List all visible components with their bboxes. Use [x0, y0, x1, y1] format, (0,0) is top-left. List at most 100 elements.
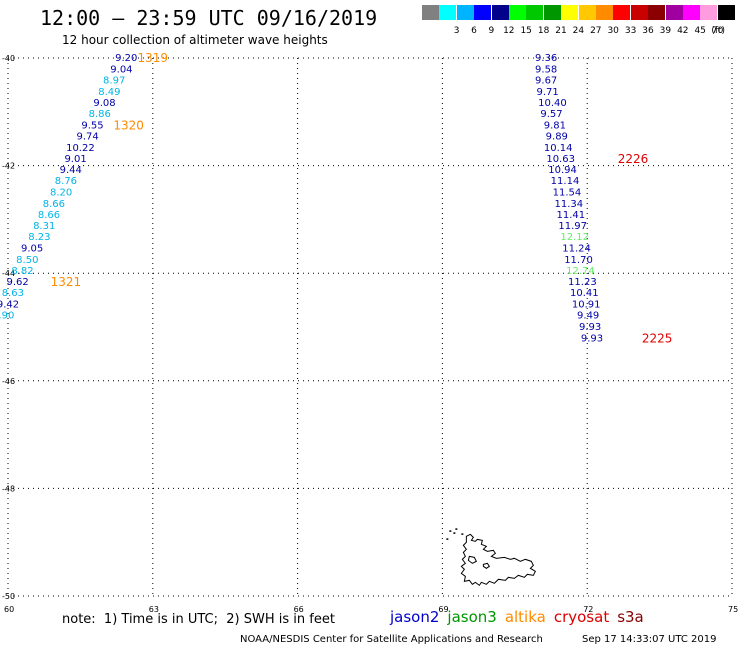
- legend-label: 36: [642, 26, 654, 36]
- legend-swatch: [422, 5, 439, 20]
- latitude-label: -40: [2, 54, 15, 63]
- latitude-label: -42: [2, 162, 15, 171]
- latitude-label: -48: [2, 484, 15, 493]
- wave-height-reading: 8.63: [2, 288, 24, 299]
- wave-height-reading: 9.57: [540, 109, 562, 120]
- legend-swatch: [543, 5, 561, 20]
- wave-height-reading: 9.20: [115, 53, 137, 64]
- islet: [446, 538, 449, 540]
- wave-height-reading: 11.54: [553, 188, 582, 199]
- legend-label: 27: [590, 26, 602, 36]
- islet: [461, 533, 464, 535]
- islet: [449, 530, 452, 532]
- legend-swatch: [630, 5, 648, 20]
- legend-swatch: [683, 5, 700, 20]
- wave-height-reading: 9.81: [544, 120, 566, 131]
- pass-time-label: 2226: [618, 152, 649, 166]
- legend-swatch: [456, 5, 474, 20]
- wave-height-reading: 9.49: [577, 311, 599, 322]
- island-coastline: [467, 555, 478, 564]
- legend-label: 9: [488, 26, 495, 36]
- legend-label: 42: [677, 26, 689, 36]
- island-coastline: [482, 562, 491, 569]
- islet: [455, 528, 458, 530]
- legend-label: 6: [471, 26, 477, 36]
- wave-height-reading: 8.31: [33, 221, 55, 232]
- wave-height-reading: 9.04: [110, 64, 132, 75]
- wave-height-reading: 11.34: [555, 199, 584, 210]
- map-subtitle: 12 hour collection of altimeter wave hei…: [62, 33, 328, 47]
- wave-height-reading: 9.01: [64, 154, 86, 165]
- wave-height-reading: 11.14: [551, 176, 580, 187]
- legend-swatch: [596, 5, 613, 20]
- islet: [453, 532, 456, 534]
- wave-height-reading: 11.24: [562, 243, 591, 254]
- latitude-label: -46: [2, 377, 15, 386]
- pass-time-label: 1319: [138, 51, 169, 65]
- longitude-label: 75: [728, 605, 738, 614]
- wave-height-reading: 11.97: [558, 221, 587, 232]
- wave-height-reading: 12.12: [560, 232, 589, 243]
- legend-swatch: [474, 5, 492, 20]
- wave-height-reading: 8.97: [103, 76, 125, 87]
- pass-time-label: 1321: [51, 275, 82, 289]
- legend-swatch: [526, 5, 544, 20]
- wave-height-reading: 8.76: [55, 176, 77, 187]
- wave-height-reading: 9.55: [81, 120, 103, 131]
- wave-height-reading: 8.50: [16, 255, 38, 266]
- legend-label: 45: [694, 26, 706, 36]
- wave-height-reading: 11.41: [556, 210, 585, 221]
- wave-height-reading: 10.63: [546, 154, 575, 165]
- pass-time-label: 1320: [113, 118, 144, 132]
- wave-height-reading: 9.89: [546, 132, 568, 143]
- legend-label: 30: [607, 26, 619, 36]
- map-title: 12:00 – 23:59 UTC 09/16/2019: [40, 6, 378, 30]
- legend-label: 39: [659, 26, 672, 36]
- wave-height-reading: 9.67: [535, 76, 557, 87]
- wave-height-reading: 11.70: [564, 255, 593, 266]
- wave-height-reading: 10.40: [538, 98, 567, 109]
- wave-height-reading: 8.90: [0, 311, 14, 322]
- longitude-label: 66: [294, 605, 304, 614]
- island-outline: [446, 528, 537, 587]
- wave-height-reading: 9.58: [535, 64, 557, 75]
- legend-label: 21: [555, 26, 567, 36]
- legend-label: 70: [711, 26, 724, 36]
- wave-height-reading: 12.74: [566, 266, 595, 277]
- wave-height-reading: 11.23: [568, 277, 597, 288]
- legend-swatch: [700, 5, 718, 20]
- wave-height-reading: 8.66: [38, 210, 60, 221]
- legend-swatch: [648, 5, 666, 20]
- legend-swatch: [665, 5, 683, 20]
- wave-height-reading: 9.42: [0, 299, 19, 310]
- latitude-label: -44: [2, 269, 15, 278]
- wave-height-reading: 10.22: [66, 143, 95, 154]
- legend-unit: (ft): [711, 26, 725, 36]
- wave-height-reading: 9.44: [60, 165, 82, 176]
- wave-height-reading: 9.74: [77, 132, 99, 143]
- satellite-jason2: jason2: [390, 608, 440, 626]
- wave-height-reading: 9.71: [536, 87, 558, 98]
- wave-height-reading: 8.86: [89, 109, 111, 120]
- longitude-label: 69: [438, 605, 448, 614]
- wave-height-reading: 9.36: [535, 53, 557, 64]
- credit-line: NOAA/NESDIS Center for Satellite Applica…: [240, 634, 543, 645]
- legend-label: 33: [624, 26, 637, 36]
- legend-label: 3: [453, 26, 460, 36]
- wave-height-reading: 8.82: [11, 266, 33, 277]
- wave-height-reading: 9.93: [581, 333, 603, 344]
- legend-swatch: [509, 5, 526, 20]
- wave-height-reading: 9.05: [21, 243, 43, 254]
- legend-label: 12: [503, 26, 515, 36]
- generated-timestamp: Sep 17 14:33:07 UTC 2019: [582, 634, 717, 645]
- wave-height-reading: 10.14: [544, 143, 573, 154]
- wave-height-reading: 8.66: [43, 199, 65, 210]
- satellite-altika: altika: [504, 608, 546, 626]
- satellite-jason3: jason3: [447, 608, 497, 626]
- legend-swatch: [613, 5, 631, 20]
- legend-swatch: [578, 5, 596, 20]
- wave-height-reading: 9.08: [93, 98, 115, 109]
- longitude-label: 72: [583, 605, 593, 614]
